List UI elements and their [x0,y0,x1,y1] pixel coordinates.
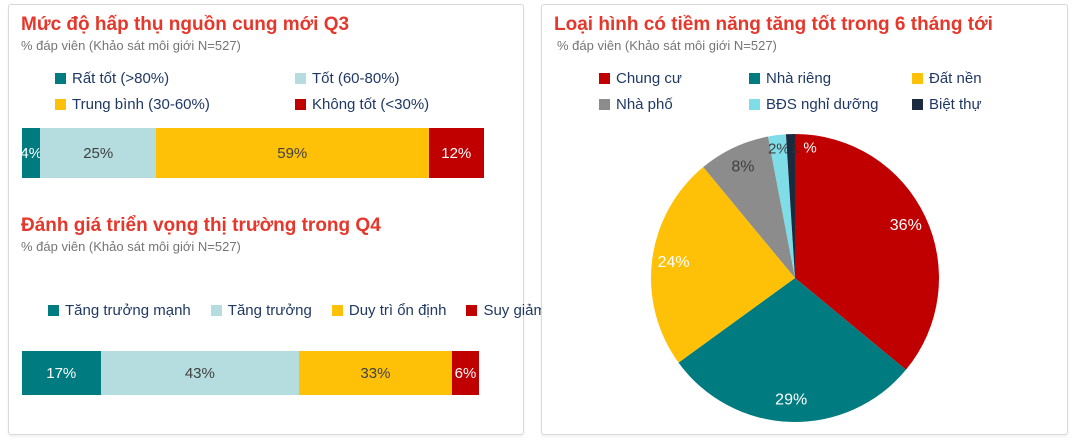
bar-segment: 12% [428,128,484,178]
right-panel: Loại hình có tiềm năng tăng tốt trong 6 … [541,4,1068,435]
legend-label: Đất nền [929,70,982,87]
legend-swatch [295,73,306,84]
legend-item: Đất nền [912,70,982,87]
legend-item: Chung cư [599,70,749,87]
pie-slice-label: 29% [775,392,807,409]
legend-swatch [912,99,923,110]
legend-swatch [749,73,760,84]
pie-chart: 36% 29% 24% 8% 2% 1 % [644,127,946,429]
chart1-stacked-bar: 4% 25% 59% 12% [20,128,484,178]
bar-segment-label: 12% [441,144,472,162]
legend-swatch [331,305,343,316]
bar-segment-label: 59% [277,144,308,162]
bar-segment: 33% [299,351,452,395]
bar-segment-label: 6% [454,364,477,382]
pie-slice [795,134,939,370]
legend-item: Duy trì ổn định [331,302,447,319]
legend-item: Rất tốt (>80%) [55,70,295,87]
legend-item: Tăng trưởng mạnh [48,302,191,319]
legend-swatch [48,305,59,316]
legend-swatch [55,73,66,84]
legend-swatch [912,73,923,84]
legend-item: Nhà phố [599,96,749,113]
legend-item: Trung bình (30-60%) [55,96,295,113]
pie-slice-label: 24% [658,254,690,271]
legend-label: Duy trì ổn định [348,302,447,319]
legend-label: Suy giảm [483,302,546,319]
legend-item: Nhà riêng [749,70,912,87]
chart1-subtitle: % đáp viên (Khảo sát môi giới N=527) [21,38,241,53]
legend-swatch [599,99,610,110]
legend-item: Suy giảm [466,302,546,319]
pie-slice-label: 2% [768,140,790,157]
legend-item: Tăng trưởng [210,302,312,319]
pie-slice [678,278,906,422]
legend-label: Chung cư [616,70,682,87]
pie-chart-svg: 36% 29% 24% 8% 2% 1 % [651,133,939,422]
pie-slice-label: 36% [890,217,922,234]
legend-label: Tốt (60-80%) [312,70,400,87]
legend-item: Tốt (60-80%) [295,70,429,87]
bar-segment: 25% [40,128,156,178]
left-panel: Mức độ hấp thụ nguồn cung mới Q3 % đáp v… [8,4,546,435]
pie-slice-label: 1 % [791,139,817,156]
bar-segment-label: 43% [184,364,215,382]
legend-swatch [466,305,478,316]
pie-slice [768,134,795,278]
legend-label: Nhà phố [616,96,673,113]
legend-item: Không tốt (<30%) [295,96,429,113]
legend-swatch [749,99,760,110]
legend-item: Biệt thự [912,96,982,113]
pie-chart-legend: Chung cư Nhà riêng Đất nền Nhà phố BĐS nghỉ … [599,70,982,113]
legend-label: Biệt thự [929,96,982,113]
chart2-stacked-bar: 17% 43% 33% 6% [22,351,484,395]
legend-swatch [599,73,610,84]
chart2-title: Đánh giá triển vọng thị trường trong Q4 [21,215,381,236]
legend-label: Nhà riêng [766,70,832,87]
bar-segment: 4% [20,128,43,178]
legend-swatch [295,99,306,110]
legend-label: Tăng trưởng mạnh [65,302,191,319]
chart1-legend: Rất tốt (>80%) Tốt (60-80%) Trung bình (30… [55,70,429,113]
bar-segment: 6% [451,351,480,395]
bar-segment-label: 33% [360,364,391,382]
pie-slice [703,136,795,278]
bar-segment: 43% [100,351,300,395]
bar-segment-label: 25% [83,144,114,162]
bar-segment-label: 4% [20,144,43,162]
legend-swatch [55,99,66,110]
pie-chart-title: Loại hình có tiềm năng tăng tốt trong 6 … [554,14,993,35]
legend-label: Không tốt (<30%) [312,96,430,113]
pie-slice-label: 8% [731,158,754,175]
pie-slice [651,167,795,363]
legend-label: BĐS nghỉ dưỡng [766,96,879,113]
pie-slice [785,133,795,278]
legend-label: Trung bình (30-60%) [72,96,210,113]
chart2-subtitle: % đáp viên (Khảo sát môi giới N=527) [21,239,241,254]
legend-swatch [210,305,222,316]
chart2-legend: Tăng trưởng mạnh Tăng trưởng Duy trì ổn đị… [48,302,546,319]
bar-segment: 17% [22,351,101,395]
bar-segment: 59% [155,128,429,178]
legend-label: Tăng trưởng [227,302,312,319]
pie-chart-subtitle: % đáp viên (Khảo sát môi giới N=527) [557,38,777,53]
legend-label: Rất tốt (>80%) [72,70,170,87]
legend-item: BĐS nghỉ dưỡng [749,96,912,113]
bar-segment-label: 17% [46,364,77,382]
chart1-title: Mức độ hấp thụ nguồn cung mới Q3 [21,14,350,35]
